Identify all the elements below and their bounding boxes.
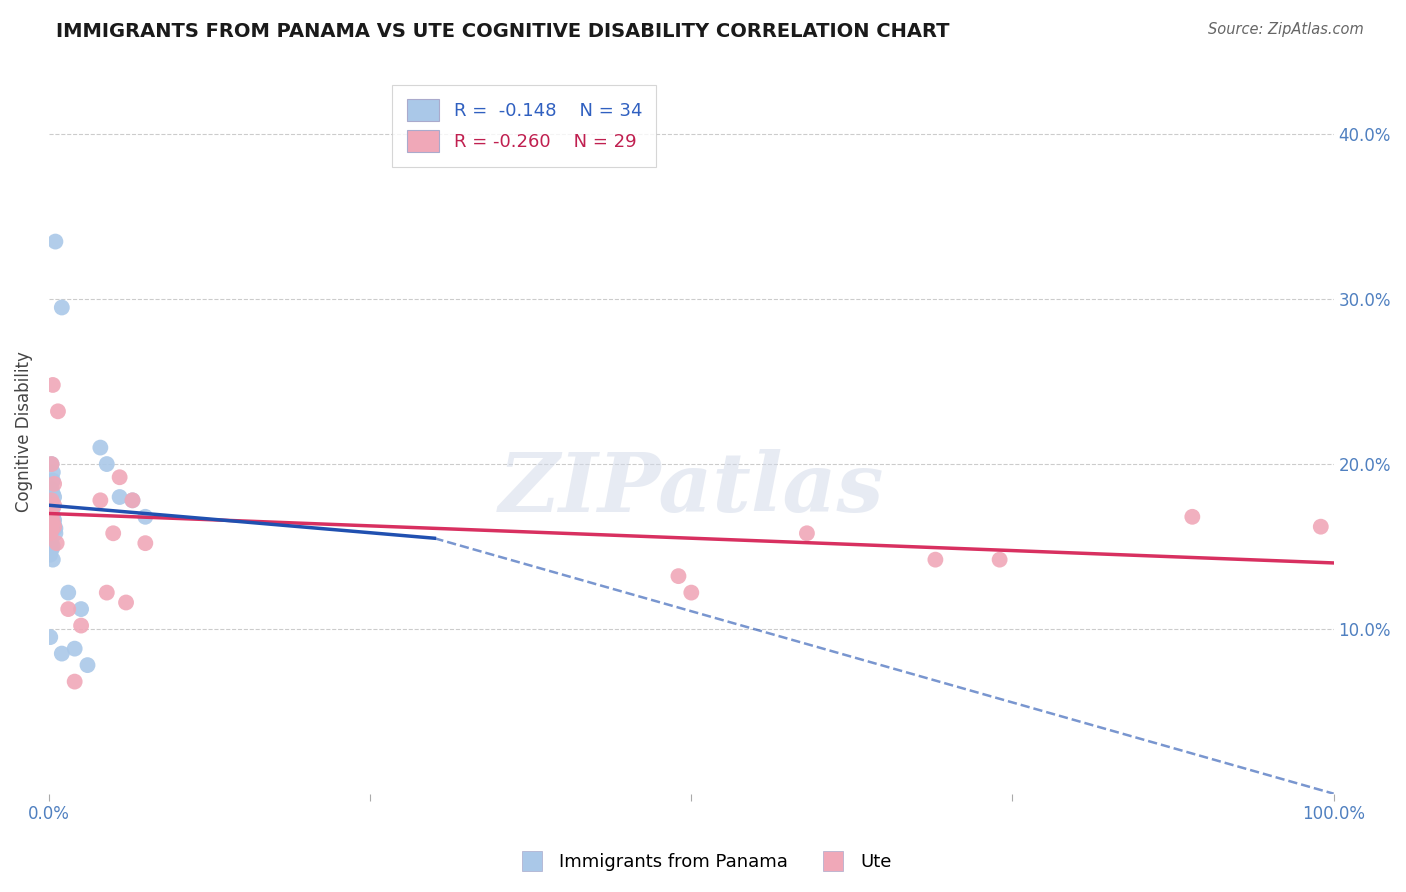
Point [46, 404, 69, 418]
Point [1309, 519, 1331, 533]
Point [39, 530, 62, 544]
Point [45, 536, 67, 550]
Point [108, 490, 131, 504]
Point [924, 552, 946, 566]
Point [42, 501, 65, 516]
Point [89, 493, 111, 508]
Point [668, 569, 690, 583]
Point [42, 474, 65, 488]
Point [42, 515, 65, 529]
Point [41, 498, 63, 512]
Point [41, 509, 63, 524]
Point [121, 493, 143, 508]
Legend: R =  -0.148    N = 34, R = -0.260    N = 29: R = -0.148 N = 34, R = -0.260 N = 29 [392, 85, 657, 167]
Point [115, 595, 138, 609]
Point [39, 630, 62, 644]
Text: ZIPatlas: ZIPatlas [499, 449, 884, 529]
Point [51, 647, 73, 661]
Point [988, 552, 1011, 566]
Point [96, 457, 118, 471]
Point [42, 518, 65, 533]
Point [39, 548, 62, 562]
Point [58, 602, 80, 616]
Point [121, 493, 143, 508]
Point [681, 585, 703, 599]
Point [42, 509, 65, 524]
Point [108, 470, 131, 484]
Point [103, 526, 125, 541]
Point [70, 618, 93, 632]
Point [42, 490, 65, 504]
Text: Source: ZipAtlas.com: Source: ZipAtlas.com [1208, 22, 1364, 37]
Y-axis label: Cognitive Disability: Cognitive Disability [15, 351, 32, 511]
Point [39, 526, 62, 541]
Point [41, 534, 63, 549]
Point [1181, 509, 1204, 524]
Point [44, 526, 66, 541]
Point [42, 519, 65, 533]
Point [41, 493, 63, 508]
Point [89, 441, 111, 455]
Point [96, 585, 118, 599]
Legend: Immigrants from Panama, Ute: Immigrants from Panama, Ute [508, 847, 898, 879]
Point [41, 542, 63, 557]
Point [42, 540, 65, 554]
Point [44, 521, 66, 535]
Point [70, 602, 93, 616]
Point [42, 513, 65, 527]
Point [51, 301, 73, 315]
Point [63, 641, 86, 656]
Text: IMMIGRANTS FROM PANAMA VS UTE COGNITIVE DISABILITY CORRELATION CHART: IMMIGRANTS FROM PANAMA VS UTE COGNITIVE … [56, 22, 949, 41]
Point [63, 674, 86, 689]
Point [134, 536, 156, 550]
Point [58, 585, 80, 599]
Point [42, 465, 65, 479]
Point [44, 235, 66, 249]
Point [41, 457, 63, 471]
Point [42, 476, 65, 491]
Point [41, 457, 63, 471]
Point [41, 482, 63, 496]
Point [42, 487, 65, 501]
Point [42, 552, 65, 566]
Point [76, 658, 98, 673]
Point [796, 526, 818, 541]
Point [134, 509, 156, 524]
Point [41, 507, 63, 521]
Point [42, 498, 65, 512]
Point [39, 493, 62, 508]
Point [42, 378, 65, 392]
Point [41, 523, 63, 537]
